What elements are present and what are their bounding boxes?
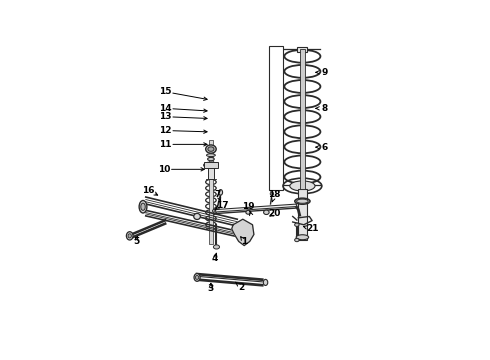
Ellipse shape	[296, 235, 309, 240]
Ellipse shape	[208, 147, 214, 151]
Text: 16: 16	[142, 186, 155, 195]
Text: 10: 10	[158, 165, 170, 174]
Ellipse shape	[294, 223, 299, 226]
Ellipse shape	[141, 203, 145, 210]
Text: 21: 21	[306, 224, 318, 233]
Bar	[209, 140, 213, 244]
Polygon shape	[232, 219, 254, 246]
Ellipse shape	[208, 157, 214, 161]
Ellipse shape	[139, 201, 147, 213]
Text: 2: 2	[238, 283, 245, 292]
Text: 3: 3	[208, 284, 214, 293]
Text: 18: 18	[269, 190, 281, 199]
Ellipse shape	[290, 181, 315, 191]
Text: 4: 4	[212, 253, 218, 262]
Text: 19: 19	[242, 202, 255, 211]
Text: 1: 1	[241, 237, 247, 246]
Text: 8: 8	[321, 104, 328, 113]
Ellipse shape	[219, 190, 222, 195]
Ellipse shape	[206, 145, 216, 153]
Text: 6: 6	[321, 143, 328, 152]
Bar	[298, 189, 307, 240]
Ellipse shape	[214, 245, 220, 249]
Text: 11: 11	[159, 140, 171, 149]
Bar	[297, 48, 307, 51]
Text: 17: 17	[216, 201, 228, 210]
Ellipse shape	[270, 192, 273, 195]
Bar	[204, 162, 218, 168]
Bar	[208, 168, 214, 179]
Ellipse shape	[196, 275, 199, 279]
Text: 5: 5	[133, 237, 139, 246]
Ellipse shape	[206, 154, 216, 157]
Ellipse shape	[263, 279, 268, 285]
Ellipse shape	[128, 234, 131, 238]
Bar	[300, 49, 305, 189]
Ellipse shape	[204, 162, 218, 168]
Ellipse shape	[246, 210, 251, 214]
Ellipse shape	[194, 274, 200, 281]
Text: 14: 14	[159, 104, 171, 113]
Ellipse shape	[126, 232, 133, 240]
Ellipse shape	[294, 238, 299, 242]
Text: 20: 20	[269, 209, 281, 218]
Ellipse shape	[264, 210, 269, 215]
Text: 13: 13	[159, 112, 171, 121]
Ellipse shape	[194, 213, 200, 220]
Ellipse shape	[296, 199, 308, 203]
Text: 12: 12	[159, 126, 171, 135]
Text: 9: 9	[321, 68, 328, 77]
Text: 15: 15	[159, 87, 171, 96]
Bar	[269, 46, 283, 190]
Text: 7: 7	[215, 190, 221, 199]
